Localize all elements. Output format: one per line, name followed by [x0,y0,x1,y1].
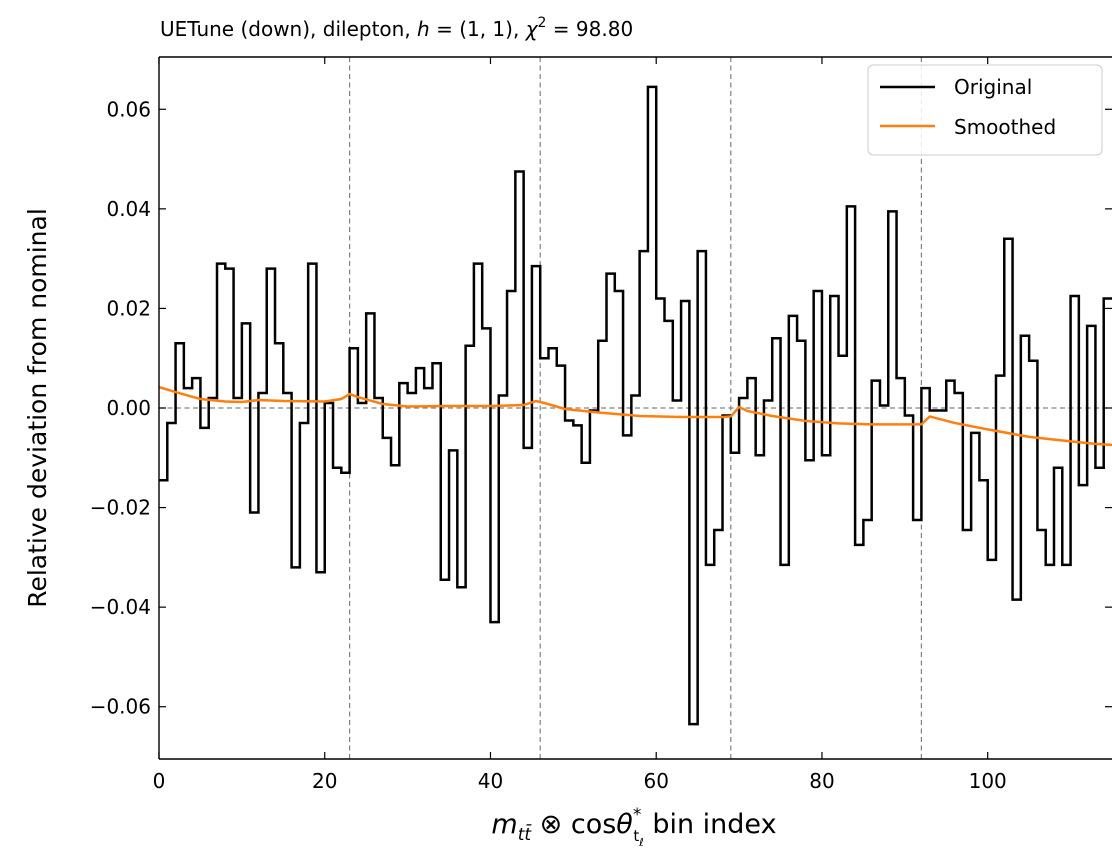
legend-label-smoothed: Smoothed [954,115,1056,139]
y-tick-label: −0.04 [90,595,151,619]
y-axis-title: Relative deviation from nominal [23,208,52,608]
axes: −0.06 −0.04 −0.02 0.00 0.02 0.04 0.06 0 20 40 60 80… [90,56,1112,793]
x-tick-label: 20 [312,769,337,793]
legend: Original Smoothed [867,64,1103,156]
x-tick-label: 80 [809,769,834,793]
y-tick-label: −0.02 [90,496,151,520]
series-line-original [159,85,1112,726]
series-layer [159,85,1112,726]
x-tick-label: 0 [153,769,166,793]
x-tick-label: 60 [643,769,668,793]
reference-lines [159,57,1112,759]
legend-label-original: Original [954,75,1032,99]
y-tick-label: 0.00 [106,396,151,420]
x-tick-label: 100 [969,769,1007,793]
chart-title: UETune (down), dilepton, h = (1, 1), χ2 … [160,15,633,41]
y-tick-label: −0.06 [90,695,151,719]
series-line-smoothed [159,385,1112,447]
x-axis-title: mtt̄ ⊗ cosθ* tℓ bin index [491,805,776,849]
y-tick-label: 0.06 [106,97,151,121]
x-tick-label: 40 [478,769,503,793]
y-tick-label: 0.02 [106,296,151,320]
y-tick-label: 0.04 [106,197,151,221]
